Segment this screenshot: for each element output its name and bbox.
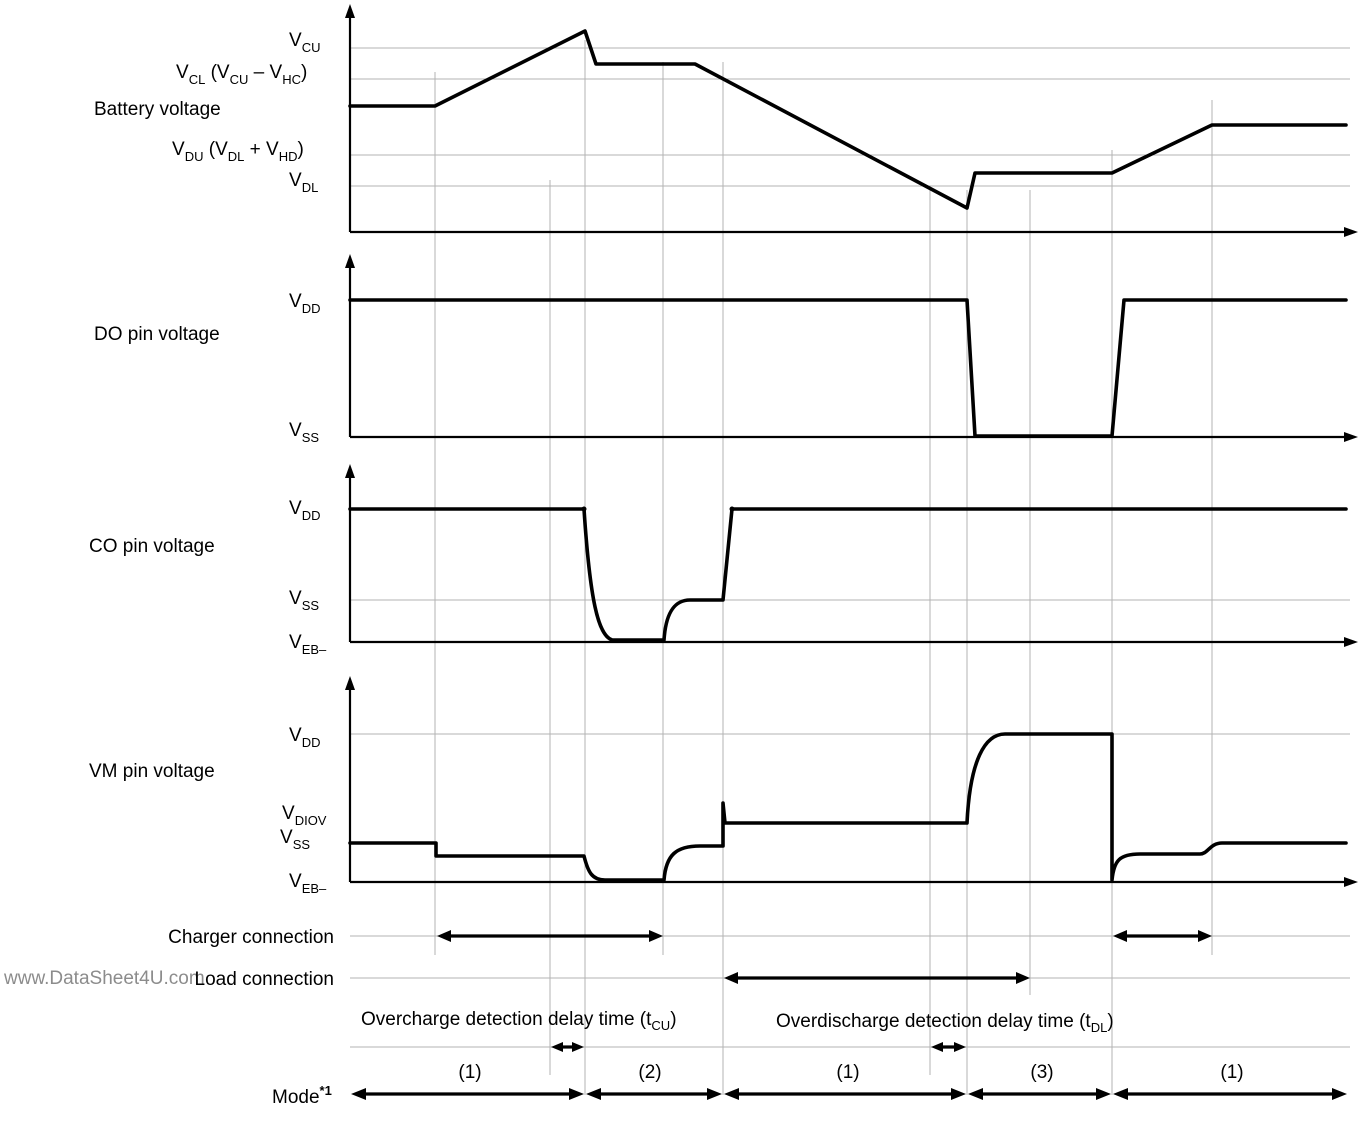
mode-2-label: (2) (638, 1062, 661, 1083)
co-pin-panel: CO pin voltage VDD VSS VEB– (89, 464, 1358, 657)
overcharge-delay-label: Overcharge detection delay time (tCU) (361, 1009, 677, 1033)
mode-1-arrow-left (351, 1088, 366, 1100)
overcharge-delay-arrow-right (572, 1042, 584, 1052)
load-connection-label: Load connection (195, 969, 334, 990)
overdischarge-delay-arrow-left (931, 1042, 943, 1052)
vm-pin-label: VM pin voltage (89, 761, 215, 782)
load-arrow-left (724, 972, 738, 984)
charger-arrow-1-left (437, 930, 451, 942)
co-fall-dot (581, 506, 587, 512)
connection-rows: Charger connection www.DataSheet4U.com L… (3, 927, 1212, 1052)
mode-5-arrow-right (1332, 1088, 1347, 1100)
overcharge-delay-arrow-left (551, 1042, 563, 1052)
mode-5-arrow-left (1113, 1088, 1128, 1100)
mode-2-arrow-left (586, 1088, 601, 1100)
battery-x-arrowhead (1344, 227, 1358, 237)
charger-arrow-1-right (649, 930, 663, 942)
load-arrow-right (1016, 972, 1030, 984)
co-pin-label: CO pin voltage (89, 536, 215, 557)
mode-3-arrow-left (724, 1088, 739, 1100)
co-vss-label: VSS (289, 588, 319, 613)
mode-5-label: (1) (1220, 1062, 1243, 1083)
vdu-label: VDU (VDL + VHD) (172, 139, 304, 164)
overdischarge-delay-arrow-right (954, 1042, 966, 1052)
co-rise-dot (729, 506, 735, 512)
battery-voltage-label: Battery voltage (94, 99, 221, 120)
battery-y-arrowhead (345, 4, 355, 18)
vm-veb-label: VEB– (289, 871, 327, 896)
mode-4-arrow-right (1096, 1088, 1111, 1100)
do-vdd-label: VDD (289, 291, 320, 316)
charger-connection-label: Charger connection (168, 927, 334, 948)
mode-label: Mode*1 (272, 1083, 332, 1108)
battery-voltage-panel: Battery voltage VCU VCL (VCU – VHC) VDU … (94, 4, 1358, 237)
co-y-arrowhead (345, 464, 355, 478)
vcu-label: VCU (289, 30, 320, 55)
vm-vdiov-label: VDIOV (282, 803, 327, 828)
co-veb-label: VEB– (289, 632, 327, 657)
vm-vss-label: VSS (280, 827, 310, 852)
time-gridlines (434, 40, 1213, 1095)
overdischarge-delay-label: Overdischarge detection delay time (tDL) (776, 1011, 1114, 1035)
vm-pin-waveform (348, 732, 1348, 882)
watermark: www.DataSheet4U.com (3, 968, 205, 989)
co-vdd-label: VDD (289, 498, 320, 523)
mode-1-arrow-right (569, 1088, 584, 1100)
do-y-arrowhead (345, 254, 355, 268)
do-pin-waveform (348, 298, 1348, 438)
vcl-label: VCL (VCU – VHC) (176, 62, 307, 87)
mode-3-label: (1) (836, 1062, 859, 1083)
vm-pin-panel: VM pin voltage VDD VDIOV VSS VEB– (89, 676, 1358, 896)
mode-4-label: (3) (1030, 1062, 1053, 1083)
mode-1-label: (1) (458, 1062, 481, 1083)
do-x-arrowhead (1344, 432, 1358, 442)
mode-4-arrow-left (968, 1088, 983, 1100)
mode-3-arrow-right (951, 1088, 966, 1100)
co-x-arrowhead (1344, 637, 1358, 647)
charger-arrow-2-right (1198, 930, 1212, 942)
co-pin-waveform (348, 507, 1348, 642)
vm-x-arrowhead (1344, 877, 1358, 887)
vm-y-arrowhead (345, 676, 355, 690)
vm-vdd-label: VDD (289, 725, 320, 750)
mode-row: Mode*1 (1) (2) (1) (3) (1) (272, 1062, 1347, 1108)
vdl-label: VDL (289, 170, 318, 195)
mode-2-arrow-right (707, 1088, 722, 1100)
do-pin-label: DO pin voltage (94, 324, 220, 345)
level-gridlines (350, 47, 1350, 1048)
do-pin-panel: DO pin voltage VDD VSS (94, 254, 1358, 445)
battery-voltage-waveform (348, 29, 1348, 210)
charger-arrow-2-left (1113, 930, 1127, 942)
do-vss-label: VSS (289, 420, 319, 445)
